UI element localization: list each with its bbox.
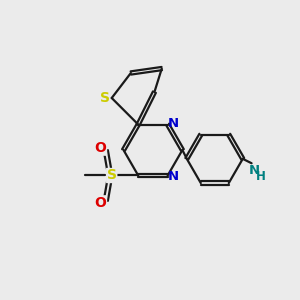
Text: H: H: [256, 170, 266, 183]
Text: N: N: [167, 116, 178, 130]
Text: O: O: [94, 141, 106, 155]
Text: N: N: [248, 164, 260, 176]
Text: S: S: [100, 91, 110, 105]
Text: S: S: [107, 169, 117, 182]
Text: N: N: [167, 170, 178, 184]
Text: O: O: [94, 196, 106, 210]
